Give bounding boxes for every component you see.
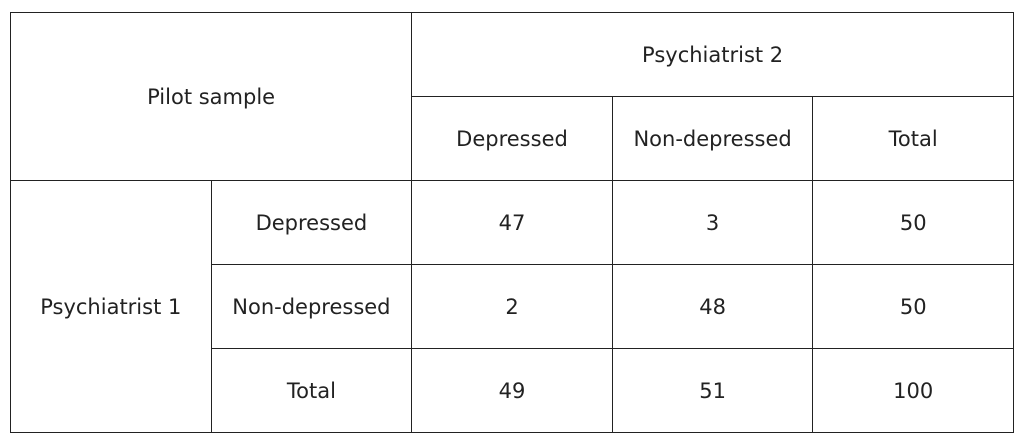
column-header: Depressed	[411, 96, 613, 181]
table-title: Pilot sample	[9, 12, 413, 181]
cell: 47	[411, 180, 613, 265]
header-row: Pilot sample Psychiatrist 2	[9, 12, 1014, 181]
row-group: Psychiatrist 1	[10, 180, 212, 433]
row-header: Depressed	[210, 180, 413, 265]
cell: 48	[611, 264, 814, 349]
column-header: Non-depressed	[611, 96, 814, 181]
data-row: Psychiatrist 1 Depressed 47 3 50	[10, 180, 1014, 433]
data-row: Total 49 51 100	[11, 348, 1014, 433]
row-header: Non-depressed	[210, 264, 413, 349]
column-header-row: Depressed Non-depressed Total	[11, 96, 1014, 181]
contingency-table: Pilot sample Psychiatrist 2 Depressed Non…	[9, 12, 1014, 433]
row-header: Total	[210, 348, 413, 433]
cell: 49	[411, 348, 613, 433]
cell: 51	[611, 348, 814, 433]
column-group: Psychiatrist 2	[411, 12, 1014, 97]
cell: 50	[812, 180, 1014, 265]
cell: 3	[611, 180, 814, 265]
cell: 2	[411, 264, 613, 349]
cell: 50	[812, 264, 1014, 349]
cell: 100	[812, 348, 1014, 433]
column-header: Total	[812, 96, 1014, 181]
